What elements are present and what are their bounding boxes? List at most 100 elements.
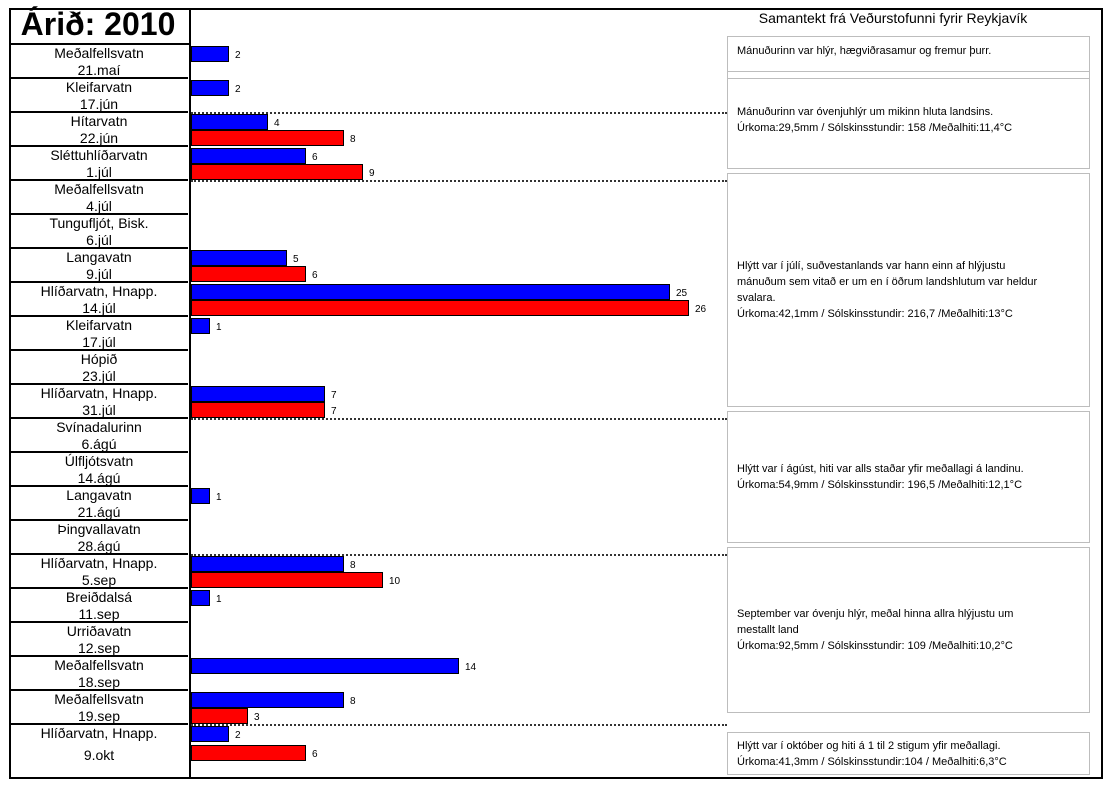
- location-name: Hlíðarvatn, Hnapp.: [40, 725, 158, 741]
- month-note: Hlýtt var í ágúst, hiti var alls staðar …: [727, 411, 1090, 543]
- bar-value-label: 8: [350, 134, 356, 145]
- note-line: Mánuðurinn var óvenjuhlýr um mikinn hlut…: [737, 106, 994, 118]
- bar-value-label: 8: [350, 560, 356, 571]
- location-name: Kleifarvatn: [65, 79, 133, 95]
- bar-value-label: 7: [331, 390, 337, 401]
- bar-value-label: 4: [274, 118, 280, 129]
- bar-value-label: 1: [216, 594, 222, 605]
- bar-series-1: [191, 250, 287, 266]
- row-label: Hítarvatn 22.jún: [10, 113, 188, 147]
- bar-value-label: 2: [235, 730, 241, 741]
- location-name: Meðalfellsvatn: [54, 691, 144, 707]
- note-line: Hlýtt var í júlí, suðvestanlands var han…: [737, 260, 1006, 272]
- title-divider: [9, 43, 191, 45]
- note-line: Úrkoma:92,5mm / Sólskinsstundir: 109 /Me…: [737, 640, 1013, 652]
- month-separator: [191, 724, 727, 726]
- trip-date: 6.ágú: [81, 436, 117, 452]
- bar-value-label: 1: [216, 322, 222, 333]
- location-name: Þingvallavatn: [57, 521, 141, 537]
- row-label: Hópið 23.júl: [10, 351, 188, 385]
- location-name: Hópið: [80, 351, 118, 367]
- trip-date: 9.okt: [83, 747, 115, 763]
- trip-date: 23.júl: [82, 368, 116, 384]
- trip-date: 17.júl: [82, 334, 116, 350]
- row-label: Sléttuhlíðarvatn 1.júl: [10, 147, 188, 181]
- trip-date: 14.ágú: [77, 470, 121, 486]
- bar-series-2: [191, 745, 306, 761]
- bar-value-label: 8: [350, 696, 356, 707]
- row-label: Svínadalurinn 6.ágú: [10, 419, 188, 453]
- bar-value-label: 1: [216, 492, 222, 503]
- page-title: Árið: 2010: [20, 6, 176, 42]
- bar-series-1: [191, 556, 344, 572]
- trip-date: 1.júl: [86, 164, 112, 180]
- month-separator: [191, 112, 727, 114]
- trip-date: 17.jún: [79, 96, 119, 112]
- note-line: Hlýtt var í ágúst, hiti var alls staðar …: [737, 463, 1024, 475]
- row-label: Breiðdalsá 11.sep: [10, 589, 188, 623]
- month-separator: [191, 418, 727, 420]
- month-note: Hlýtt var í október og hiti á 1 til 2 st…: [727, 732, 1090, 775]
- note-line: Hlýtt var í október og hiti á 1 til 2 st…: [737, 739, 1001, 752]
- trip-date: 11.sep: [78, 606, 120, 622]
- bar-series-2: [191, 572, 383, 588]
- location-name: Tungufljót, Bisk.: [49, 215, 149, 231]
- month-separator: [191, 180, 727, 182]
- source-title: Samantekt frá Veðurstofunni fyrir Reykja…: [758, 10, 1028, 26]
- bar-series-1: [191, 488, 210, 504]
- location-name: Breiðdalsá: [65, 589, 133, 605]
- row-label: Þingvallavatn 28.ágú: [10, 521, 188, 555]
- bar-series-1: [191, 318, 210, 334]
- bar-series-1: [191, 148, 306, 164]
- location-name: Meðalfellsvatn: [54, 45, 144, 61]
- bar-series-1: [191, 386, 325, 402]
- location-name: Urriðavatn: [66, 623, 132, 639]
- note-line: mestallt land: [737, 624, 799, 636]
- bar-series-1: [191, 80, 229, 96]
- trip-date: 28.ágú: [77, 538, 121, 554]
- note-line: Úrkoma:42,1mm / Sólskinsstundir: 216,7 /…: [737, 308, 1013, 320]
- location-name: Svínadalurinn: [56, 419, 142, 435]
- chart-frame: [9, 8, 1103, 779]
- note-line: September var óvenju hlýr, meðal hinna a…: [737, 608, 1014, 620]
- location-name: Úlfljótsvatn: [64, 453, 134, 469]
- label-column-divider: [189, 8, 191, 779]
- row-label: Kleifarvatn 17.júl: [10, 317, 188, 351]
- month-note: Mánuðurinn var óvenjuhlýr um mikinn hlut…: [727, 71, 1090, 169]
- bar-series-2: [191, 130, 344, 146]
- bar-value-label: 26: [695, 304, 707, 315]
- trip-date: 6.júl: [86, 232, 112, 248]
- bar-series-1: [191, 590, 210, 606]
- row-label: Hlíðarvatn, Hnapp. 9.okt: [10, 725, 188, 765]
- row-label: Hlíðarvatn, Hnapp. 14.júl: [10, 283, 188, 317]
- bar-value-label: 6: [312, 152, 318, 163]
- note-line: Mánuðurinn var hlýr, hægviðrasamur og fr…: [737, 45, 992, 57]
- row-label: Kleifarvatn 17.jún: [10, 79, 188, 113]
- row-label: Tungufljót, Bisk. 6.júl: [10, 215, 188, 249]
- location-name: Meðalfellsvatn: [54, 657, 144, 673]
- row-label: Meðalfellsvatn 21.maí: [10, 45, 188, 79]
- location-name: Langavatn: [66, 249, 132, 265]
- row-label: Úlfljótsvatn 14.ágú: [10, 453, 188, 487]
- bar-value-label: 7: [331, 406, 337, 417]
- bar-value-label: 14: [465, 662, 477, 673]
- trip-date: 14.júl: [82, 300, 116, 316]
- bar-series-1: [191, 692, 344, 708]
- location-name: Hlíðarvatn, Hnapp.: [40, 283, 158, 299]
- bar-value-label: 25: [676, 288, 688, 299]
- bar-series-1: [191, 726, 229, 742]
- month-note: Mánuðurinn var hlýr, hægviðrasamur og fr…: [727, 36, 1090, 79]
- note-line: Úrkoma:54,9mm / Sólskinsstundir: 196,5 /…: [737, 479, 1023, 491]
- row-label: Hlíðarvatn, Hnapp. 31.júl: [10, 385, 188, 419]
- bar-series-1: [191, 46, 229, 62]
- bar-series-1: [191, 658, 459, 674]
- note-line: Úrkoma:29,5mm / Sólskinsstundir: 158 /Me…: [737, 122, 1013, 134]
- bar-value-label: 9: [369, 168, 375, 179]
- row-label: Meðalfellsvatn 18.sep: [10, 657, 188, 691]
- row-label: Meðalfellsvatn 4.júl: [10, 181, 188, 215]
- row-label: Meðalfellsvatn 19.sep: [10, 691, 188, 725]
- bar-value-label: 10: [389, 576, 401, 587]
- trip-date: 19.sep: [77, 708, 121, 724]
- location-name: Meðalfellsvatn: [54, 181, 144, 197]
- row-label: Hlíðarvatn, Hnapp. 5.sep: [10, 555, 188, 589]
